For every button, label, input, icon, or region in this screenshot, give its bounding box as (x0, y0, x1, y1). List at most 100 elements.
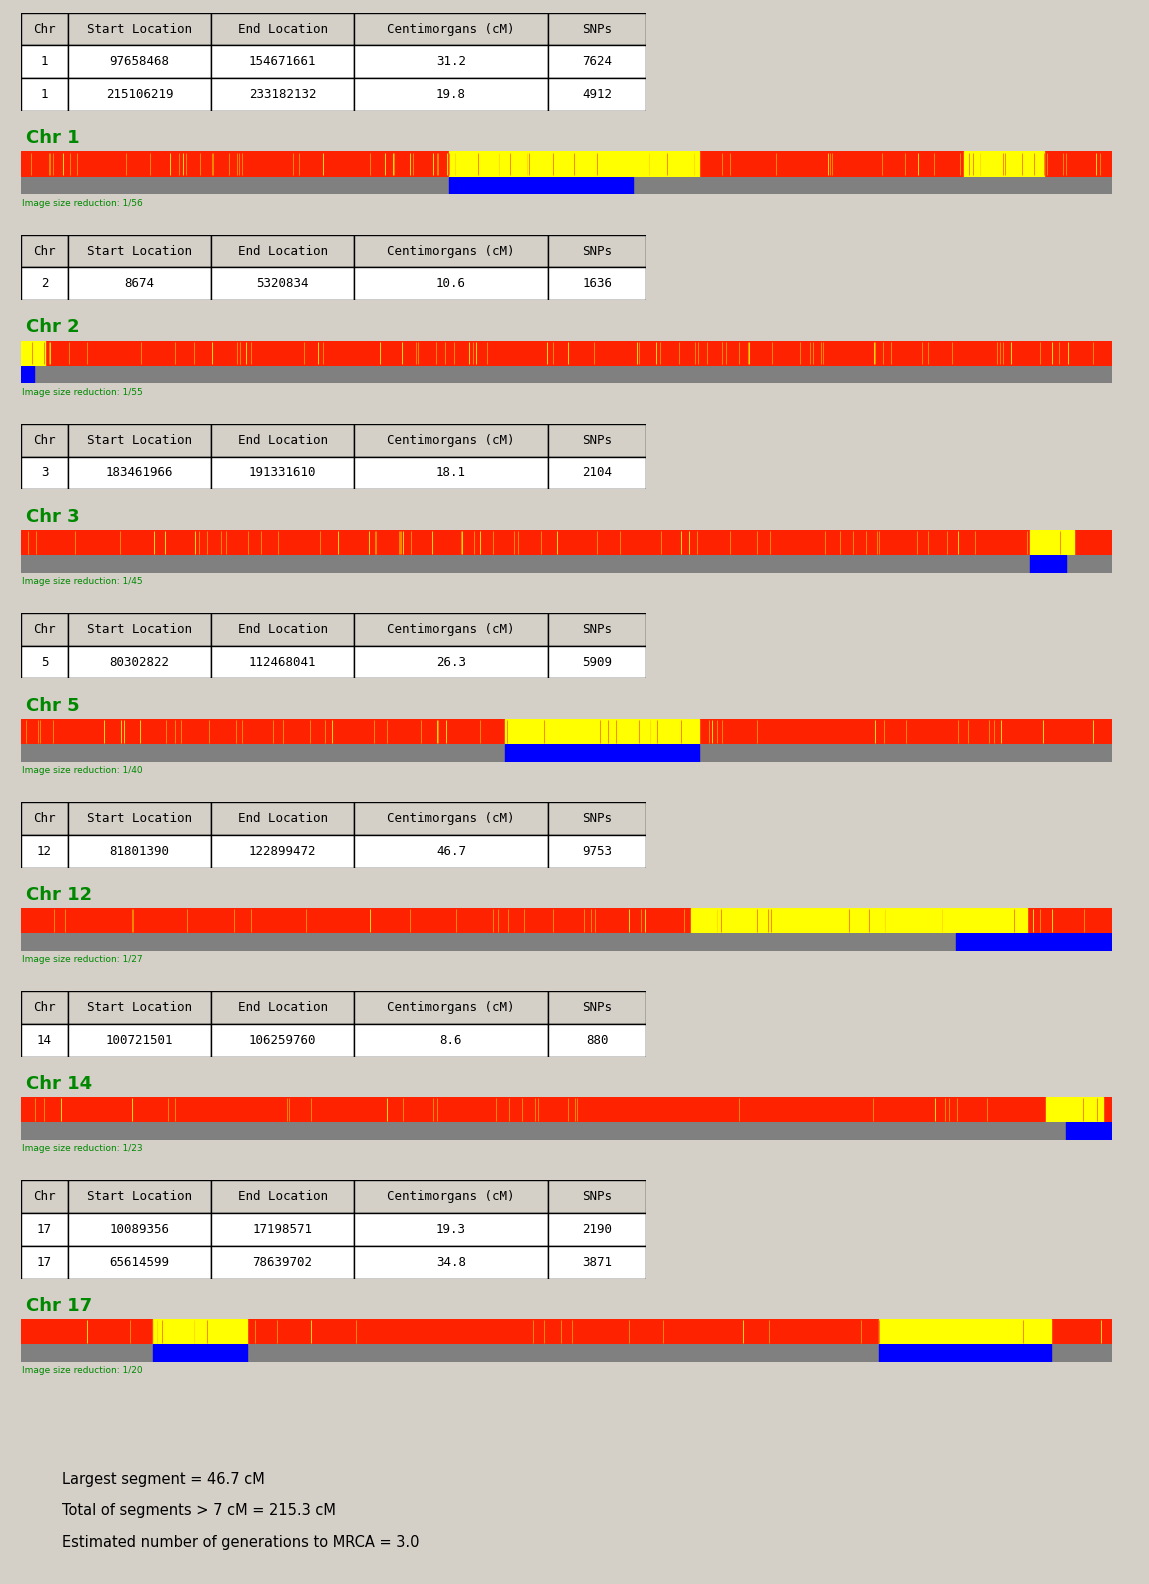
Bar (211, 835, 354, 868)
Bar (211, 1247, 354, 1278)
Bar (1047, 1098, 1103, 1123)
Text: 154671661: 154671661 (249, 55, 316, 68)
Text: Centimorgans (cM): Centimorgans (cM) (387, 1190, 515, 1204)
Text: 78639702: 78639702 (253, 1256, 313, 1269)
Bar (211, 646, 354, 678)
Bar (956, 933, 1112, 950)
Text: Chr: Chr (33, 1001, 56, 1014)
Bar (21, 613, 68, 646)
Text: 65614599: 65614599 (109, 1256, 170, 1269)
Bar (548, 1247, 647, 1278)
Bar (68, 234, 211, 268)
Text: Centimorgans (cM): Centimorgans (cM) (387, 623, 515, 635)
Text: Image size reduction: 1/20: Image size reduction: 1/20 (22, 1367, 142, 1375)
Text: 7624: 7624 (583, 55, 612, 68)
Text: SNPs: SNPs (583, 1190, 612, 1204)
Bar (1066, 1123, 1112, 1140)
Bar (68, 13, 211, 46)
Bar (879, 1345, 1050, 1362)
Text: Image size reduction: 1/55: Image size reduction: 1/55 (22, 388, 142, 396)
Bar (548, 1023, 647, 1057)
Bar (21, 646, 68, 678)
Text: 215106219: 215106219 (106, 89, 173, 101)
Bar (354, 1023, 548, 1057)
Bar (21, 78, 68, 111)
Text: 17: 17 (37, 1256, 52, 1269)
Bar (21, 341, 45, 366)
Bar (548, 456, 647, 489)
Bar (21, 268, 68, 301)
Text: 8674: 8674 (125, 277, 155, 290)
Text: Start Location: Start Location (87, 1190, 192, 1204)
Bar (68, 835, 211, 868)
Text: 31.2: 31.2 (435, 55, 466, 68)
Text: Image size reduction: 1/27: Image size reduction: 1/27 (22, 955, 142, 965)
Text: Chr 1: Chr 1 (26, 130, 79, 147)
Text: Chr: Chr (33, 434, 56, 447)
Text: 100721501: 100721501 (106, 1034, 173, 1047)
Text: 112468041: 112468041 (249, 656, 316, 668)
Text: 19.3: 19.3 (435, 1223, 466, 1236)
Text: 4912: 4912 (583, 89, 612, 101)
Text: 34.8: 34.8 (435, 1256, 466, 1269)
Text: 17: 17 (37, 1223, 52, 1236)
Text: 191331610: 191331610 (249, 466, 316, 480)
Text: 10089356: 10089356 (109, 1223, 170, 1236)
Text: SNPs: SNPs (583, 813, 612, 825)
Bar (211, 802, 354, 835)
Bar (68, 456, 211, 489)
Text: SNPs: SNPs (583, 1001, 612, 1014)
Bar (21, 13, 68, 46)
Text: 81801390: 81801390 (109, 844, 170, 859)
Text: 2190: 2190 (583, 1223, 612, 1236)
Text: SNPs: SNPs (583, 434, 612, 447)
Bar (21, 1247, 68, 1278)
Bar (354, 13, 548, 46)
Bar (68, 425, 211, 456)
Text: Image size reduction: 1/23: Image size reduction: 1/23 (22, 1144, 142, 1153)
Text: Chr 3: Chr 3 (26, 507, 79, 526)
Text: Image size reduction: 1/56: Image size reduction: 1/56 (22, 198, 142, 208)
Bar (354, 613, 548, 646)
Text: End Location: End Location (238, 813, 327, 825)
Text: Chr: Chr (33, 1190, 56, 1204)
Bar (211, 992, 354, 1023)
Text: 10.6: 10.6 (435, 277, 466, 290)
Bar (21, 802, 68, 835)
Bar (548, 1213, 647, 1247)
Bar (354, 802, 548, 835)
Text: 17198571: 17198571 (253, 1223, 313, 1236)
Text: End Location: End Location (238, 244, 327, 258)
Bar (354, 646, 548, 678)
Bar (1030, 554, 1066, 572)
Text: Chr 2: Chr 2 (26, 318, 79, 336)
Bar (21, 366, 33, 383)
Text: 1: 1 (40, 89, 48, 101)
Text: 26.3: 26.3 (435, 656, 466, 668)
Text: Start Location: Start Location (87, 623, 192, 635)
Bar (21, 1213, 68, 1247)
Bar (879, 1319, 1050, 1345)
Text: 8.6: 8.6 (440, 1034, 462, 1047)
Text: 880: 880 (586, 1034, 609, 1047)
Text: 9753: 9753 (583, 844, 612, 859)
Text: 19.8: 19.8 (435, 89, 466, 101)
Text: Start Location: Start Location (87, 1001, 192, 1014)
Text: Start Location: Start Location (87, 813, 192, 825)
Text: End Location: End Location (238, 434, 327, 447)
Bar (354, 425, 548, 456)
Bar (68, 1213, 211, 1247)
Bar (548, 78, 647, 111)
Text: 80302822: 80302822 (109, 656, 170, 668)
Text: SNPs: SNPs (583, 22, 612, 35)
Bar (354, 456, 548, 489)
Bar (68, 1247, 211, 1278)
Text: 233182132: 233182132 (249, 89, 316, 101)
Bar (68, 802, 211, 835)
Text: 2104: 2104 (583, 466, 612, 480)
Bar (964, 152, 1044, 176)
Bar (211, 46, 354, 78)
Bar (691, 908, 1026, 933)
Bar (548, 46, 647, 78)
Text: Centimorgans (cM): Centimorgans (cM) (387, 1001, 515, 1014)
